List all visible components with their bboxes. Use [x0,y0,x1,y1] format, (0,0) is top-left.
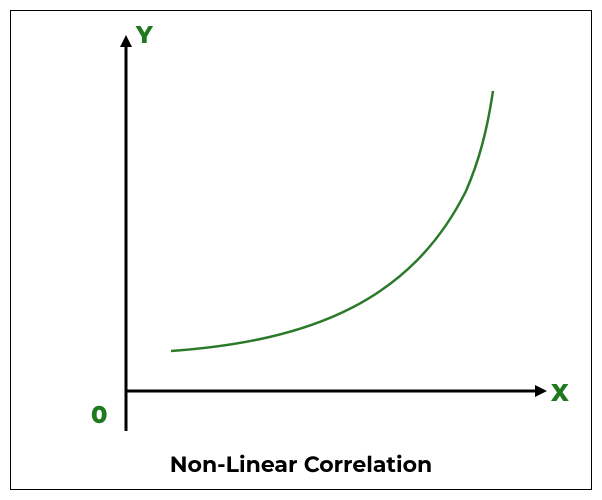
chart-panel: Y X 0 Non-Linear Correlation [10,10,592,490]
chart-caption: Non-Linear Correlation [11,451,591,478]
y-axis-label: Y [136,21,153,50]
x-axis-label: X [551,379,569,408]
outer-frame: Y X 0 Non-Linear Correlation [0,0,602,500]
origin-label: 0 [91,401,107,430]
data-curve [171,91,493,351]
